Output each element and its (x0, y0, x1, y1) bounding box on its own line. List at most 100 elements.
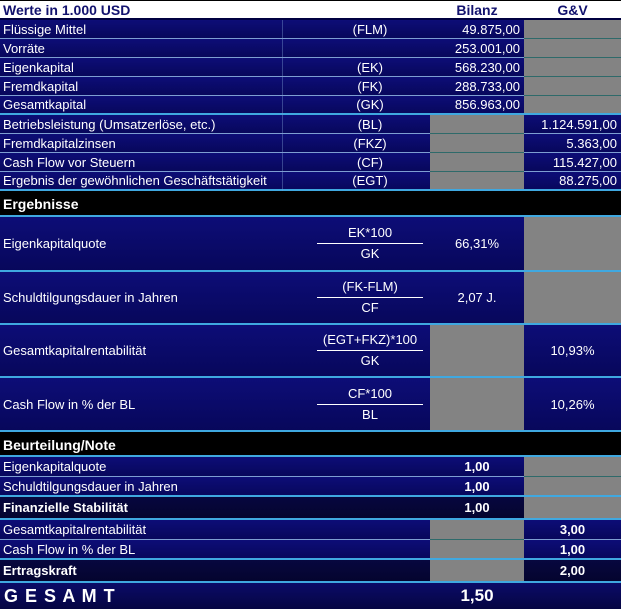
gv-value-cell[interactable]: 88.275,00 (524, 172, 621, 191)
abbr-label: (EK) (310, 58, 430, 77)
row-eigenkapital: Eigenkapital (EK) 568.230,00 (0, 58, 621, 77)
gesamt-label: G E S A M T (4, 585, 116, 606)
row-gesamtkapital: Gesamtkapital (GK) 856.963,00 (0, 96, 621, 115)
abbr-label: (GK) (310, 96, 430, 115)
row-cashflow-vor-steuern: Cash Flow vor Steuern (CF) 115.427,00 (0, 153, 621, 172)
ratio-formula: (EGT+FKZ)*100 GK (310, 325, 430, 378)
gv-input-cell[interactable] (524, 477, 621, 497)
fraction-line (317, 297, 423, 298)
abbr-label: (EGT) (310, 172, 430, 191)
subtotal-label: Ertragskraft (0, 560, 430, 583)
row-subtotal-finanzielle-stabilitaet: Finanzielle Stabilität 1,00 (0, 497, 621, 520)
row-label: Betriebsleistung (Umsatzerlöse, etc.) (0, 115, 310, 134)
gv-value-cell[interactable]: 1.124.591,00 (524, 115, 621, 134)
gv-input-cell[interactable] (524, 77, 621, 96)
bilanz-input-cell[interactable] (430, 134, 524, 153)
row-fluessige-mittel: Flüssige Mittel (FLM) 49.875,00 (0, 20, 621, 39)
note-label: Cash Flow in % der BL (0, 540, 430, 560)
gv-input-cell[interactable] (524, 497, 621, 520)
bilanz-input-cell[interactable] (430, 172, 524, 191)
abbr-label: (CF) (310, 153, 430, 172)
row-eigenkapitalquote-ratio: Eigenkapitalquote EK*100 GK 66,31% (0, 217, 621, 272)
note-label: Gesamtkapitalrentabilität (0, 520, 430, 540)
row-note-cashflow-prozent: Cash Flow in % der BL 1,00 (0, 540, 621, 560)
row-label: Flüssige Mittel (0, 20, 310, 39)
row-subtotal-ertragskraft: Ertragskraft 2,00 (0, 560, 621, 583)
bilanz-value-cell[interactable]: 856.963,00 (430, 96, 524, 115)
ratio-formula: (FK-FLM) CF (310, 272, 430, 325)
bilanz-value-cell[interactable]: 568.230,00 (430, 58, 524, 77)
bilanz-value-cell[interactable]: 2,07 J. (430, 272, 524, 325)
gv-input-cell[interactable] (524, 272, 621, 325)
column-header-bilanz: Bilanz (456, 1, 498, 18)
formula-denominator: BL (362, 406, 378, 422)
bilanz-value-cell[interactable]: 49.875,00 (430, 20, 524, 39)
gv-value-cell[interactable]: 5.363,00 (524, 134, 621, 153)
gv-input-cell[interactable] (524, 39, 621, 58)
formula-numerator: CF*100 (347, 385, 393, 401)
bilanz-input-cell[interactable] (430, 560, 524, 583)
bilanz-input-cell[interactable] (430, 540, 524, 560)
row-betriebsleistung: Betriebsleistung (Umsatzerlöse, etc.) (B… (0, 115, 621, 134)
bilanz-value-cell[interactable]: 66,31% (430, 217, 524, 272)
ratio-label: Eigenkapitalquote (0, 217, 310, 272)
row-gesamt: G E S A M T 1,50 (0, 583, 621, 609)
gv-value-cell[interactable]: 115.427,00 (524, 153, 621, 172)
row-vorraete: Vorräte 253.001,00 (0, 39, 621, 58)
abbr-label: (BL) (310, 115, 430, 134)
row-fremdkapital: Fremdkapital (FK) 288.733,00 (0, 77, 621, 96)
gv-input-cell[interactable] (524, 96, 621, 115)
bilanz-input-cell[interactable] (430, 153, 524, 172)
fraction-line (317, 350, 423, 351)
gv-input-cell[interactable] (524, 58, 621, 77)
sheet-title: Werte in 1.000 USD (3, 1, 131, 18)
bilanz-input-cell[interactable] (430, 325, 524, 378)
ratio-label: Gesamtkapitalrentabilität (0, 325, 310, 378)
section-title: Beurteilung/Note (3, 436, 116, 453)
gv-note-cell[interactable]: 1,00 (524, 540, 621, 560)
formula-numerator: EK*100 (347, 225, 393, 240)
ratio-label: Cash Flow in % der BL (0, 378, 310, 432)
gesamt-value[interactable]: 1,50 (460, 586, 494, 605)
bilanz-input-cell[interactable] (430, 115, 524, 134)
formula-numerator: (FK-FLM) (342, 279, 398, 294)
gv-value-cell[interactable]: 10,26% (524, 378, 621, 432)
gv-input-cell[interactable] (524, 20, 621, 39)
gv-value-cell[interactable]: 10,93% (524, 325, 621, 378)
bilanz-note-cell[interactable]: 1,00 (430, 477, 524, 497)
header-spacer (310, 1, 430, 18)
abbr-label (310, 39, 430, 58)
section-header-ergebnisse: Ergebnisse (0, 191, 621, 217)
gv-note-cell[interactable]: 2,00 (524, 560, 621, 583)
gv-input-cell[interactable] (524, 457, 621, 477)
note-label: Schuldtilgungsdauer in Jahren (0, 477, 430, 497)
bilanz-input-cell[interactable] (430, 520, 524, 540)
abbr-label: (FLM) (310, 20, 430, 39)
ratio-formula: EK*100 GK (310, 217, 430, 272)
fraction-line (317, 243, 423, 244)
note-label: Eigenkapitalquote (0, 457, 430, 477)
row-schuldtilgungsdauer-ratio: Schuldtilgungsdauer in Jahren (FK-FLM) C… (0, 272, 621, 325)
row-label: Eigenkapital (0, 58, 310, 77)
gv-note-cell[interactable]: 3,00 (524, 520, 621, 540)
row-fremdkapitalzinsen: Fremdkapitalzinsen (FKZ) 5.363,00 (0, 134, 621, 153)
formula-denominator: GK (360, 246, 380, 261)
formula-numerator: (EGT+FKZ)*100 (322, 332, 418, 347)
abbr-label: (FKZ) (310, 134, 430, 153)
subtotal-label: Finanzielle Stabilität (0, 497, 430, 520)
gv-input-cell[interactable] (524, 217, 621, 272)
bilanz-note-cell[interactable]: 1,00 (430, 497, 524, 520)
row-label: Fremdkapitalzinsen (0, 134, 310, 153)
fraction-line (317, 403, 423, 405)
row-label: Vorräte (0, 39, 310, 58)
formula-denominator: CF (361, 300, 379, 315)
bilanz-value-cell[interactable]: 288.733,00 (430, 77, 524, 96)
ratio-label: Schuldtilgungsdauer in Jahren (0, 272, 310, 325)
bilanz-value-cell[interactable]: 253.001,00 (430, 39, 524, 58)
bilanz-note-cell[interactable]: 1,00 (430, 457, 524, 477)
row-egt: Ergebnis der gewöhnlichen Geschäftstätig… (0, 172, 621, 191)
row-label: Gesamtkapital (0, 96, 310, 115)
bilanz-input-cell[interactable] (430, 378, 524, 432)
row-note-schuldtilgungsdauer: Schuldtilgungsdauer in Jahren 1,00 (0, 477, 621, 497)
